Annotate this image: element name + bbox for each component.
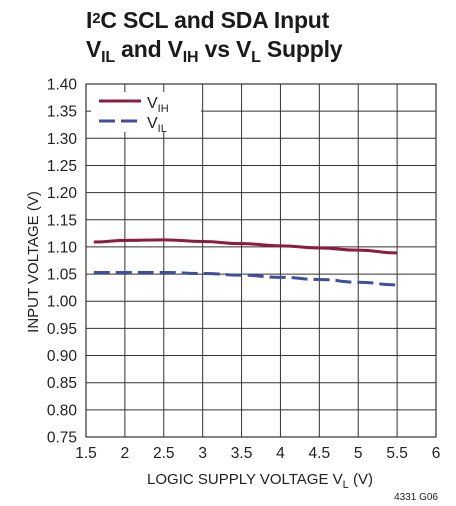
- grid: [85, 83, 437, 438]
- series-lines: [93, 238, 398, 287]
- y-tick-label: 1.15: [47, 212, 77, 229]
- chart-title-line-1: I2C SCL and SDA Input: [86, 6, 446, 35]
- x-tick-label: 2.5: [153, 445, 175, 462]
- legend-label-vil: VIL: [147, 115, 167, 135]
- x-tick-label: 5.5: [386, 445, 408, 462]
- y-axis-label: INPUT VOLTAGE (V): [25, 191, 42, 333]
- title-text: V: [86, 36, 102, 62]
- y-tick-label: 0.90: [47, 348, 78, 365]
- title-subscript: IL: [101, 49, 115, 66]
- chart-title-line-2: VIL and VIH vs VL Supply: [86, 35, 446, 67]
- y-tick-label: 0.80: [47, 402, 78, 419]
- x-tick-label: 1.5: [75, 445, 97, 462]
- y-tick-label: 1.05: [47, 267, 77, 284]
- figure-id: 4331 G06: [394, 492, 438, 503]
- x-tick-label: 4.5: [309, 445, 331, 462]
- series-line-vih: [93, 238, 398, 255]
- title-subscript: L: [251, 49, 261, 66]
- chart-title: I2C SCL and SDA Input VIL and VIH vs VL …: [86, 6, 446, 67]
- y-tick-label: 1.25: [47, 158, 77, 175]
- x-tick-label: 6: [432, 445, 441, 462]
- tick-labels: 1.5 2 2.5 3 3.5 4 4.5 5 5.5 6 0.75 0.80 0.85 0.90 0.95…: [47, 77, 440, 463]
- x-tick-label: 4: [276, 445, 285, 462]
- title-text: C SCL and SDA Input: [100, 7, 330, 33]
- y-tick-label: 1.40: [47, 77, 78, 94]
- y-tick-label: 1.35: [47, 104, 77, 121]
- legend-background: [91, 92, 201, 132]
- x-tick-label: 5: [354, 445, 363, 462]
- title-text: vs V: [198, 36, 252, 62]
- x-tick-label: 2: [121, 445, 130, 462]
- y-tick-label: 0.85: [47, 375, 77, 392]
- y-tick-label: 1.00: [47, 294, 78, 311]
- y-tick-label: 1.10: [47, 239, 78, 256]
- title-text: and V: [114, 36, 183, 62]
- plot-frame: [85, 83, 437, 438]
- title-subscript: IH: [182, 49, 199, 66]
- series-line-vil: [93, 270, 398, 287]
- title-text: I: [86, 7, 93, 33]
- y-tick-label: 1.20: [47, 185, 78, 202]
- legend: VIH VIL: [91, 92, 201, 135]
- y-tick-label: 0.75: [47, 430, 77, 447]
- legend-label-vih: VIH: [147, 95, 169, 115]
- y-tick-label: 1.30: [47, 131, 78, 148]
- title-text: Supply: [260, 36, 343, 62]
- y-tick-label: 0.95: [47, 321, 77, 338]
- x-tick-label: 3: [198, 445, 207, 462]
- x-tick-label: 3.5: [231, 445, 253, 462]
- x-axis-label: LOGIC SUPPLY VOLTAGE VL (V): [147, 471, 373, 491]
- title-superscript: 2: [92, 10, 101, 27]
